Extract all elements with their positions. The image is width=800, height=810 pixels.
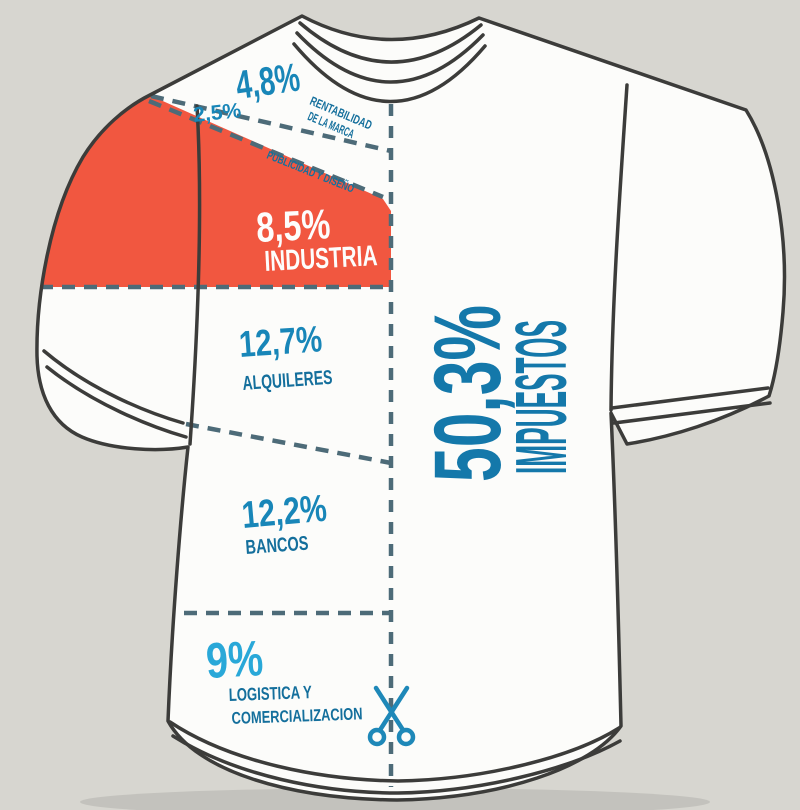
cut-line-rentabilidad xyxy=(150,93,392,154)
left-sleeve-seam xyxy=(188,104,202,446)
segment-publicidad-value: 2,5% xyxy=(192,99,242,127)
left-cuff-line-2 xyxy=(45,365,188,439)
segment-bancos-value: 12,2% xyxy=(240,488,328,537)
collar-line-1 xyxy=(298,21,483,64)
collar-line-2 xyxy=(295,31,485,84)
right-cuff-line-1 xyxy=(610,386,770,410)
right-cuff-line-2 xyxy=(612,401,772,425)
tshirt-outline xyxy=(35,14,787,802)
segment-industria-value: 8,5% xyxy=(255,200,331,251)
hem-line-2 xyxy=(171,734,622,795)
hem-line-1 xyxy=(168,720,621,783)
segment-logistica-value: 9% xyxy=(205,630,265,689)
segment-impuestos-label: IMPUESTOS xyxy=(502,320,582,474)
cut-line-alquileres-bancos xyxy=(185,421,392,466)
segment-industria-region xyxy=(36,94,391,287)
scissors-icon xyxy=(367,685,416,747)
segment-logistica-label-line2: COMERCIALIZACION xyxy=(231,704,363,728)
right-sleeve-seam xyxy=(609,83,629,412)
segment-industria-label: INDUSTRIA xyxy=(264,240,379,278)
collar-line-3 xyxy=(292,42,487,104)
segment-rentabilidad-value: 4,8% xyxy=(233,55,303,107)
cut-line-publicidad xyxy=(148,98,384,200)
segment-logistica-label-line1: LOGISTICA Y xyxy=(228,682,312,705)
segment-bancos-label: BANCOS xyxy=(245,533,309,559)
segment-impuestos-value: 50,3% xyxy=(415,305,521,482)
segment-alquileres-value: 12,7% xyxy=(238,318,324,365)
left-cuff-line-1 xyxy=(42,349,185,425)
